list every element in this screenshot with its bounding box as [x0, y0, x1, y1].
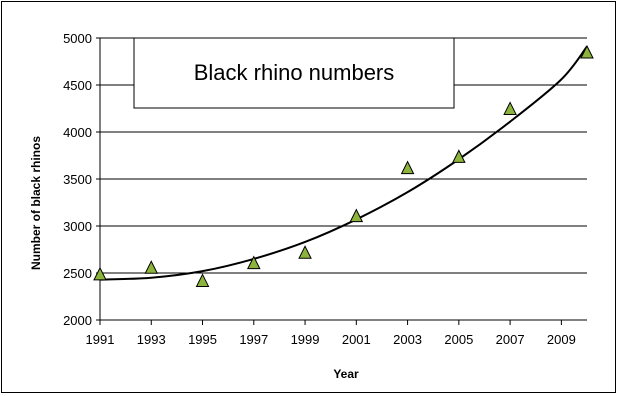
- title-box: [133, 37, 455, 109]
- y-tick-labels: 2000 2500 3000 3500 4000 4500 5000: [63, 31, 92, 328]
- data-point-triangle: [93, 266, 107, 281]
- x-tick-label: 1997: [239, 332, 268, 347]
- x-tick-label: 2005: [444, 332, 473, 347]
- data-point-triangle: [400, 160, 415, 175]
- x-tick-label: 1995: [188, 332, 217, 347]
- x-tick-label: 2009: [547, 332, 576, 347]
- y-tick-label: 3500: [63, 172, 92, 187]
- data-point-triangle: [349, 208, 364, 223]
- axes: [96, 37, 587, 325]
- y-tick-label: 3000: [63, 219, 92, 234]
- x-axis-title: Year: [333, 367, 359, 381]
- x-tick-label: 1991: [86, 332, 115, 347]
- data-point-triangle: [503, 101, 517, 115]
- x-tick-label: 1993: [137, 332, 166, 347]
- y-tick-label: 5000: [63, 31, 92, 46]
- y-tick-label: 4500: [63, 78, 92, 93]
- data-point-triangle: [144, 260, 159, 274]
- x-tick-label: 2001: [342, 332, 371, 347]
- y-tick-label: 2500: [63, 266, 92, 281]
- data-point-triangle: [246, 255, 261, 270]
- chart-title: Black rhino numbers: [194, 60, 395, 85]
- x-tick-labels: 1991 1993 1995 1997 1999 2001 2003 2005 2007 2009: [86, 332, 576, 347]
- y-tick-label: 2000: [63, 313, 92, 328]
- data-point-triangle: [452, 149, 466, 163]
- data-points: [93, 44, 594, 287]
- data-point-triangle: [298, 245, 312, 259]
- x-tick-label: 2007: [496, 332, 525, 347]
- x-tick-label: 1999: [291, 332, 320, 347]
- data-point-triangle: [195, 273, 210, 287]
- y-axis-title: Number of black rhinos: [29, 136, 43, 270]
- y-tick-label: 4000: [63, 125, 92, 140]
- data-point-triangle: [580, 44, 594, 59]
- x-tick-label: 2003: [393, 332, 422, 347]
